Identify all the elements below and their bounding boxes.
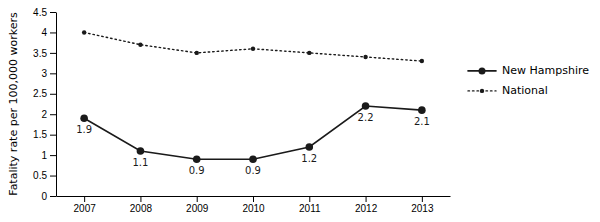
data-label: 2.2 [358, 112, 374, 123]
y-tick-mark [50, 94, 56, 95]
x-tick: 2012 [355, 196, 378, 214]
y-tick-label: 2.5 [33, 88, 47, 99]
y-tick: 0.5 [33, 170, 56, 181]
y-tick-mark [50, 196, 56, 197]
y-tick: 0 [41, 191, 56, 202]
series-point [251, 47, 255, 51]
x-tick-mark [422, 196, 423, 202]
y-tick-label: 0 [41, 191, 47, 202]
series-point [420, 59, 424, 63]
data-label: 1.9 [76, 124, 92, 135]
y-tick-mark [50, 135, 56, 136]
x-tick-label: 2012 [355, 203, 378, 214]
legend-swatch-marker [479, 67, 486, 74]
x-tick-label: 2010 [242, 203, 265, 214]
x-tick-label: 2008 [130, 203, 153, 214]
legend-label: National [502, 84, 548, 97]
data-label: 0.9 [245, 165, 261, 176]
series-point [305, 143, 313, 151]
x-tick: 2009 [186, 196, 209, 214]
y-tick-mark [50, 12, 56, 13]
y-tick-label: 1.5 [33, 129, 47, 140]
series-point [193, 155, 201, 163]
data-label: 1.1 [132, 157, 148, 168]
x-tick-label: 2013 [411, 203, 434, 214]
legend: New Hampshire National [468, 64, 589, 97]
x-tick-mark [140, 196, 141, 202]
series-point [82, 30, 86, 34]
y-tick-mark [50, 176, 56, 177]
y-tick-label: 2 [41, 109, 47, 120]
y-tick-mark [50, 73, 56, 74]
series-point [418, 106, 426, 114]
y-tick-mark [50, 155, 56, 156]
y-tick: 2 [41, 109, 56, 120]
x-tick-mark [253, 196, 254, 202]
y-axis-title: Fatality rate per 100,000 workers [7, 12, 20, 196]
x-tick: 2008 [130, 196, 153, 214]
data-label: 0.9 [189, 165, 205, 176]
x-tick: 2011 [299, 196, 321, 214]
y-tick: 3 [41, 68, 56, 79]
series-point [249, 155, 257, 163]
data-label: 2.1 [414, 116, 430, 127]
marks [80, 30, 425, 163]
y-tick: 3.5 [33, 48, 56, 59]
y-tick-label: 4 [41, 27, 47, 38]
y-tick-label: 0.5 [33, 170, 47, 181]
y-tick: 1 [41, 150, 56, 161]
series-line [84, 106, 422, 159]
x-tick-label: 2007 [74, 203, 97, 214]
legend-swatch-marker [480, 89, 484, 93]
data-labels: 1.9 1.1 0.9 0.9 1.2 2.2 2.1 [76, 112, 430, 176]
y-tick-label: 4.5 [33, 7, 47, 18]
series-point [138, 43, 142, 47]
y-tick: 2.5 [33, 88, 56, 99]
x-axis: 2007 2008 2009 2010 2011 2012 2013 [57, 196, 451, 214]
series-line [84, 32, 422, 61]
x-tick-label: 2009 [186, 203, 209, 214]
chart: 2007 2008 2009 2010 2011 2012 2013 0 0.5 1 1.5 2 2.5… [0, 0, 600, 222]
series-point [362, 102, 370, 110]
series-point [195, 51, 199, 55]
x-tick-label: 2011 [299, 203, 321, 214]
y-tick: 1.5 [33, 129, 56, 140]
y-tick: 4 [41, 27, 56, 38]
legend-item: National [468, 84, 548, 97]
legend-label: New Hampshire [502, 64, 589, 77]
y-axis-line [56, 13, 57, 197]
x-tick: 2010 [242, 196, 265, 214]
y-tick-mark [50, 114, 56, 115]
y-tick-label: 3 [41, 68, 47, 79]
y-tick-label: 3.5 [33, 48, 47, 59]
data-label: 1.2 [301, 153, 317, 164]
x-tick-mark [366, 196, 367, 202]
legend-item: New Hampshire [468, 64, 589, 77]
x-tick-mark [197, 196, 198, 202]
x-tick: 2013 [411, 196, 434, 214]
series-point [307, 51, 311, 55]
plot: 2007 2008 2009 2010 2011 2012 2013 0 0.5 1 1.5 2 2.5… [33, 7, 450, 214]
y-tick-mark [50, 53, 56, 54]
y-tick: 4.5 [33, 7, 56, 18]
series-point [80, 115, 88, 123]
x-tick-mark [84, 196, 85, 202]
y-tick-mark [50, 32, 56, 33]
y-tick-label: 1 [41, 150, 47, 161]
x-tick: 2007 [74, 196, 97, 214]
series-point [137, 147, 145, 155]
x-tick-mark [309, 196, 310, 202]
series-point [363, 55, 367, 59]
y-axis: 0 0.5 1 1.5 2 2.5 3 3.5 4 4.5 [33, 7, 56, 202]
